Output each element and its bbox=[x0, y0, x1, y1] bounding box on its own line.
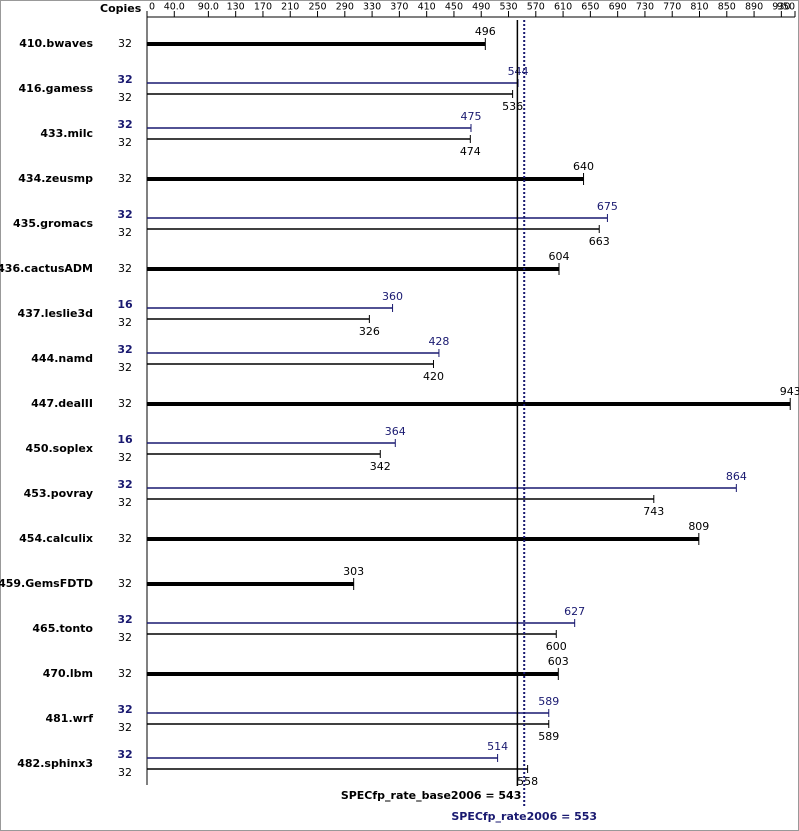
copies: 32 bbox=[118, 766, 132, 779]
value-label: 558 bbox=[517, 775, 538, 788]
copies: 32 bbox=[117, 208, 132, 221]
copies-header: Copies bbox=[100, 2, 142, 15]
benchmark-name: 410.bwaves bbox=[19, 37, 93, 50]
value-label: 627 bbox=[564, 605, 585, 618]
copies: 32 bbox=[118, 532, 132, 545]
x-tick-label: 730 bbox=[636, 2, 654, 13]
copies: 32 bbox=[118, 577, 132, 590]
x-tick-label: 0 bbox=[149, 2, 155, 13]
value-label: 475 bbox=[461, 110, 482, 123]
benchmark-name: 470.lbm bbox=[43, 667, 93, 680]
value-label: 603 bbox=[548, 655, 569, 668]
benchmark-name: 454.calculix bbox=[19, 532, 93, 545]
x-tick-label: 130 bbox=[227, 2, 245, 13]
x-tick-label: 170 bbox=[254, 2, 272, 13]
copies: 32 bbox=[117, 478, 132, 491]
reference-label: SPECfp_rate2006 = 553 bbox=[451, 810, 597, 823]
value-label: 420 bbox=[423, 370, 444, 383]
x-tick-label: 850 bbox=[718, 2, 736, 13]
value-label: 496 bbox=[475, 25, 496, 38]
value-label: 364 bbox=[385, 425, 406, 438]
x-tick-label: 450 bbox=[445, 2, 463, 13]
value-label: 474 bbox=[460, 145, 481, 158]
benchmark-name: 433.milc bbox=[40, 127, 93, 140]
benchmark-name: 447.dealII bbox=[31, 397, 93, 410]
reference-label: SPECfp_rate_base2006 = 543 bbox=[341, 789, 522, 802]
x-tick-label: 530 bbox=[499, 2, 517, 13]
x-tick-label: 40.0 bbox=[164, 2, 185, 13]
value-label: 640 bbox=[573, 160, 594, 173]
copies: 32 bbox=[118, 262, 132, 275]
value-label: 360 bbox=[382, 290, 403, 303]
x-tick-label: 950 bbox=[777, 2, 795, 13]
x-tick-label: 410 bbox=[418, 2, 436, 13]
benchmark-name: 435.gromacs bbox=[13, 217, 93, 230]
x-tick-label: 610 bbox=[554, 2, 572, 13]
value-label: 604 bbox=[548, 250, 569, 263]
value-label: 303 bbox=[343, 565, 364, 578]
value-label: 743 bbox=[643, 505, 664, 518]
copies: 32 bbox=[118, 316, 132, 329]
benchmark-name: 459.GemsFDTD bbox=[0, 577, 93, 590]
value-label: 589 bbox=[538, 730, 559, 743]
x-tick-label: 810 bbox=[690, 2, 708, 13]
value-label: 589 bbox=[538, 695, 559, 708]
copies: 32 bbox=[118, 172, 132, 185]
value-label: 864 bbox=[726, 470, 747, 483]
copies: 32 bbox=[118, 631, 132, 644]
copies: 32 bbox=[118, 496, 132, 509]
copies: 32 bbox=[118, 721, 132, 734]
benchmark-name: 444.namd bbox=[31, 352, 93, 365]
x-tick-label: 90.0 bbox=[198, 2, 219, 13]
benchmark-name: 481.wrf bbox=[45, 712, 93, 725]
x-tick-label: 490 bbox=[472, 2, 490, 13]
benchmark-name: 437.leslie3d bbox=[18, 307, 93, 320]
benchmark-name: 434.zeusmp bbox=[18, 172, 93, 185]
x-tick-label: 930 bbox=[772, 2, 790, 13]
benchmark-name: 482.sphinx3 bbox=[17, 757, 93, 770]
copies: 16 bbox=[117, 433, 133, 446]
copies: 32 bbox=[118, 667, 132, 680]
copies: 16 bbox=[117, 298, 133, 311]
x-tick-label: 650 bbox=[581, 2, 599, 13]
benchmark-name: 450.soplex bbox=[26, 442, 93, 455]
value-label: 342 bbox=[370, 460, 391, 473]
copies: 32 bbox=[117, 343, 132, 356]
copies: 32 bbox=[117, 748, 132, 761]
value-label: 428 bbox=[428, 335, 449, 348]
copies: 32 bbox=[117, 613, 132, 626]
copies: 32 bbox=[118, 361, 132, 374]
benchmark-name: 416.gamess bbox=[19, 82, 94, 95]
x-tick-label: 370 bbox=[390, 2, 408, 13]
value-label: 809 bbox=[688, 520, 709, 533]
benchmark-name: 453.povray bbox=[24, 487, 93, 500]
x-tick-label: 770 bbox=[663, 2, 681, 13]
copies: 32 bbox=[118, 136, 132, 149]
x-tick-label: 570 bbox=[527, 2, 545, 13]
copies: 32 bbox=[117, 73, 132, 86]
value-label: 514 bbox=[487, 740, 508, 753]
x-tick-label: 210 bbox=[281, 2, 299, 13]
copies: 32 bbox=[117, 703, 132, 716]
x-tick-label: 890 bbox=[745, 2, 763, 13]
copies: 32 bbox=[118, 37, 132, 50]
x-tick-label: 330 bbox=[363, 2, 381, 13]
x-tick-label: 690 bbox=[609, 2, 627, 13]
benchmark-name: 465.tonto bbox=[32, 622, 93, 635]
x-tick-label: 250 bbox=[308, 2, 326, 13]
value-label: 675 bbox=[597, 200, 618, 213]
x-tick-label: 290 bbox=[336, 2, 354, 13]
value-label: 600 bbox=[546, 640, 567, 653]
value-label: 326 bbox=[359, 325, 380, 338]
copies: 32 bbox=[117, 118, 132, 131]
copies: 32 bbox=[118, 397, 132, 410]
value-label: 943 bbox=[780, 385, 799, 398]
value-label: 536 bbox=[502, 100, 523, 113]
value-label: 663 bbox=[589, 235, 610, 248]
benchmark-name: 436.cactusADM bbox=[0, 262, 93, 275]
copies: 32 bbox=[118, 451, 132, 464]
copies: 32 bbox=[118, 91, 132, 104]
copies: 32 bbox=[118, 226, 132, 239]
